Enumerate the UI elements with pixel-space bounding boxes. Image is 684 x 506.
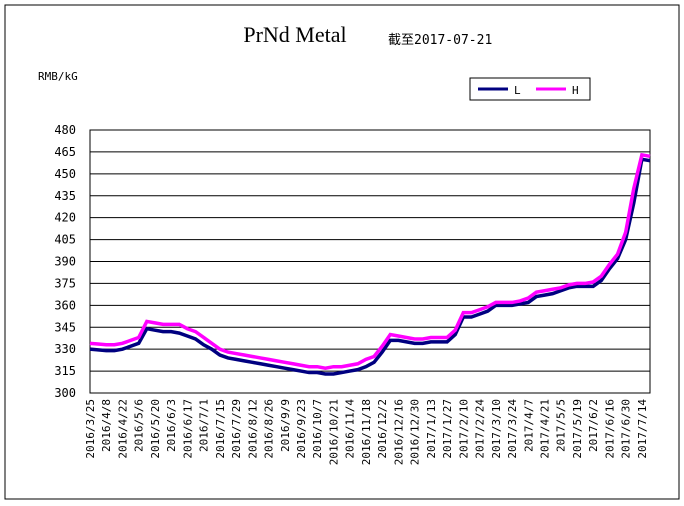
y-tick-label: 330 [54, 342, 76, 356]
y-tick-label: 480 [54, 123, 76, 137]
x-tick-label: 2016/4/22 [116, 399, 129, 459]
y-tick-label: 435 [54, 189, 76, 203]
x-tick-label: 2016/5/20 [149, 399, 162, 459]
x-tick-label: 2016/12/16 [392, 399, 405, 465]
x-tick-label: 2016/8/12 [246, 399, 259, 459]
x-tick-label: 2017/1/27 [441, 399, 454, 459]
x-tick-label: 2017/5/5 [555, 399, 568, 452]
x-tick-label: 2016/12/30 [409, 399, 422, 465]
y-tick-label: 405 [54, 233, 76, 247]
x-tick-label: 2016/5/6 [133, 399, 146, 452]
legend-label: L [514, 84, 521, 97]
x-tick-label: 2017/4/21 [538, 399, 551, 459]
x-tick-label: 2017/5/19 [571, 399, 584, 459]
x-tick-label: 2017/7/14 [636, 399, 649, 459]
chart-subtitle: 截至2017-07-21 [388, 33, 492, 48]
x-tick-label: 2016/10/7 [311, 399, 324, 459]
x-tick-label: 2017/3/24 [506, 399, 519, 459]
x-tick-label: 2016/10/21 [327, 399, 340, 465]
y-tick-label: 450 [54, 167, 76, 181]
y-axis-label: RMB/kG [38, 70, 78, 83]
y-tick-label: 375 [54, 276, 76, 290]
chart-title: PrNd Metal [243, 22, 346, 47]
x-tick-label: 2016/9/23 [295, 399, 308, 459]
x-tick-label: 2016/11/4 [344, 399, 357, 459]
x-tick-label: 2017/2/24 [474, 399, 487, 459]
x-tick-label: 2016/11/18 [360, 399, 373, 465]
y-tick-label: 420 [54, 211, 76, 225]
x-tick-label: 2016/12/2 [376, 399, 389, 459]
y-tick-label: 465 [54, 145, 76, 159]
line-series [89, 157, 651, 376]
x-tick-label: 2017/6/16 [603, 399, 616, 459]
x-tick-label: 2017/6/30 [620, 399, 633, 459]
x-tick-label: 2016/7/1 [198, 399, 211, 452]
y-tick-label: 300 [54, 386, 76, 400]
y-tick-label: 390 [54, 255, 76, 269]
x-tick-label: 2016/8/26 [263, 399, 276, 459]
legend-label: H [572, 84, 579, 97]
x-tick-label: 2017/1/13 [425, 399, 438, 459]
x-tick-label: 2016/9/9 [279, 399, 292, 452]
x-tick-label: 2016/7/15 [214, 399, 227, 459]
x-tick-label: 2017/2/10 [457, 399, 470, 459]
x-tick-label: 2016/6/17 [181, 399, 194, 459]
x-tick-label: 2016/7/29 [230, 399, 243, 459]
x-tick-label: 2016/4/8 [100, 399, 113, 452]
legend-box [469, 77, 591, 101]
y-tick-label: 345 [54, 320, 76, 334]
line-series [89, 152, 651, 370]
x-tick-label: 2016/3/25 [84, 399, 97, 459]
y-tick-label: 360 [54, 298, 76, 312]
x-tick-label: 2017/6/2 [587, 399, 600, 452]
x-tick-label: 2016/6/3 [165, 399, 178, 452]
x-tick-label: 2017/3/10 [490, 399, 503, 459]
y-tick-label: 315 [54, 364, 76, 378]
x-tick-label: 2017/4/7 [522, 399, 535, 452]
